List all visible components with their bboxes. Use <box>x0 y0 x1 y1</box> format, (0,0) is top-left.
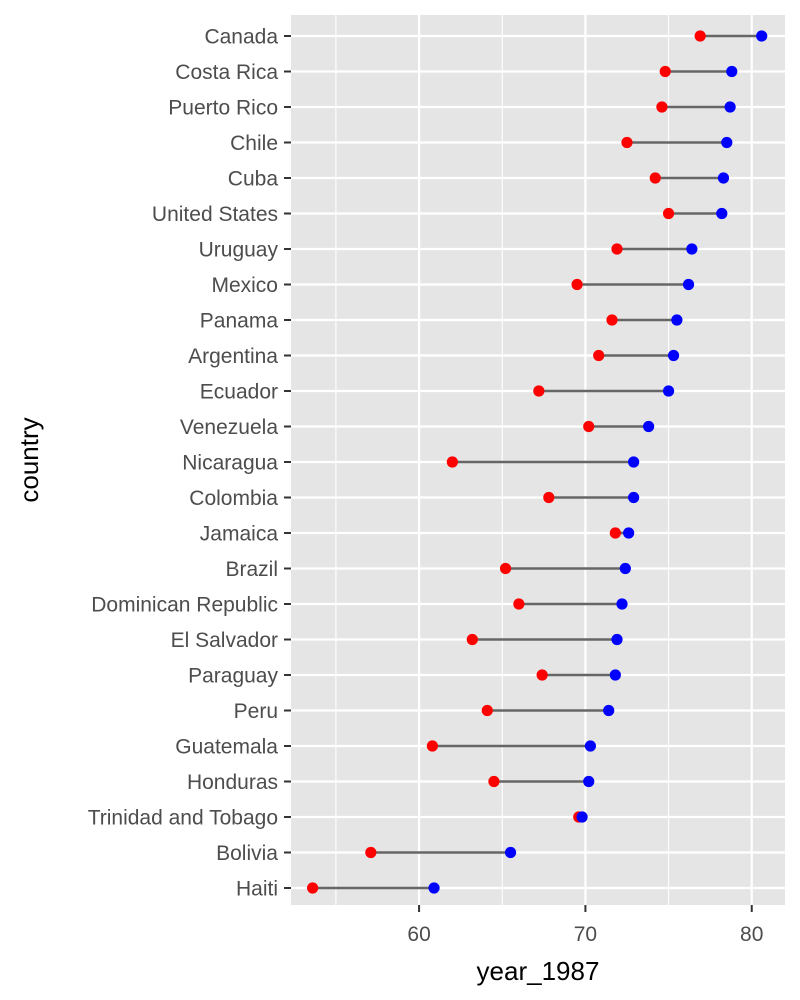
start-point <box>571 278 583 291</box>
y-tick-label: Paraguay <box>188 665 278 688</box>
y-tick-label: Panama <box>200 310 279 333</box>
start-point <box>609 527 621 539</box>
end-point <box>616 598 628 610</box>
start-point <box>656 101 668 113</box>
y-tick-label: Ecuador <box>200 381 278 404</box>
start-point <box>606 314 618 326</box>
end-point <box>662 385 675 397</box>
start-point <box>593 349 605 362</box>
start-point <box>488 775 500 788</box>
end-point <box>576 811 588 823</box>
end-point <box>584 740 596 752</box>
end-point <box>726 65 738 78</box>
start-point <box>649 172 661 184</box>
start-point <box>307 882 319 894</box>
end-point <box>611 633 623 646</box>
end-point <box>667 349 680 362</box>
end-point <box>756 30 768 42</box>
start-point <box>621 136 633 149</box>
x-tick-label: 80 <box>740 923 763 946</box>
y-tick-label: Puerto Rico <box>168 97 278 120</box>
end-point <box>724 101 736 113</box>
y-tick-label: Bolivia <box>216 842 278 865</box>
x-tick-label: 70 <box>574 923 597 946</box>
start-point <box>365 846 377 859</box>
y-tick-label: Jamaica <box>200 523 279 546</box>
start-point <box>446 456 458 468</box>
end-point <box>428 882 440 894</box>
x-tick-label: 60 <box>407 923 430 946</box>
y-tick-label: Haiti <box>236 878 278 901</box>
end-point <box>628 456 640 468</box>
start-point <box>466 633 478 646</box>
start-point <box>694 30 706 42</box>
end-point <box>671 314 683 326</box>
end-point <box>623 527 635 539</box>
y-tick-label: Trinidad and Tobago <box>88 807 278 830</box>
start-point <box>499 562 512 575</box>
y-tick-label: Chile <box>230 132 278 155</box>
y-tick-label: Guatemala <box>175 736 278 759</box>
y-tick-label: El Salvador <box>171 629 278 652</box>
start-point <box>536 669 548 681</box>
x-axis-title: year_1987 <box>477 956 600 986</box>
y-tick-label: Peru <box>234 700 278 723</box>
end-point <box>619 562 631 575</box>
y-axis-title: country <box>14 417 44 502</box>
end-point <box>686 243 698 255</box>
start-point <box>533 385 545 397</box>
segments <box>312 34 762 890</box>
y-tick-label: Honduras <box>187 771 278 794</box>
start-point <box>513 598 525 610</box>
y-tick-label: Cuba <box>228 168 279 191</box>
end-point <box>504 846 517 859</box>
end-point <box>717 172 730 184</box>
end-point <box>716 207 728 220</box>
x-axis: 60 70 80 <box>407 905 763 946</box>
end-point <box>628 491 640 504</box>
y-tick-label: Costa Rica <box>175 61 278 84</box>
end-point <box>682 278 695 291</box>
end-point <box>603 704 615 717</box>
y-tick-label: United States <box>152 203 278 226</box>
end-point <box>609 669 621 681</box>
start-point <box>659 65 671 78</box>
start-point <box>426 740 438 752</box>
end-points <box>428 30 768 894</box>
y-tick-label: Nicaragua <box>182 452 278 475</box>
start-points <box>307 30 706 894</box>
end-point <box>721 136 733 149</box>
end-point <box>643 420 655 433</box>
y-tick-label: Dominican Republic <box>91 594 278 617</box>
start-point <box>662 207 675 220</box>
y-tick-label: Venezuela <box>180 416 278 439</box>
start-point <box>481 704 493 717</box>
y-tick-label: Brazil <box>225 558 278 581</box>
end-point <box>583 775 595 788</box>
start-point <box>611 243 623 255</box>
y-tick-label: Argentina <box>188 345 278 368</box>
minor-gridlines <box>335 15 670 905</box>
plot-panel <box>291 15 785 905</box>
start-point <box>583 420 595 433</box>
y-tick-label: Uruguay <box>199 239 279 262</box>
start-point <box>543 491 555 504</box>
y-axis: Canada Costa Rica Puerto Rico Chile Cuba Unit… <box>88 26 291 901</box>
y-tick-label: Colombia <box>189 487 278 510</box>
y-tick-label: Mexico <box>211 274 278 297</box>
y-tick-label: Canada <box>204 26 278 49</box>
